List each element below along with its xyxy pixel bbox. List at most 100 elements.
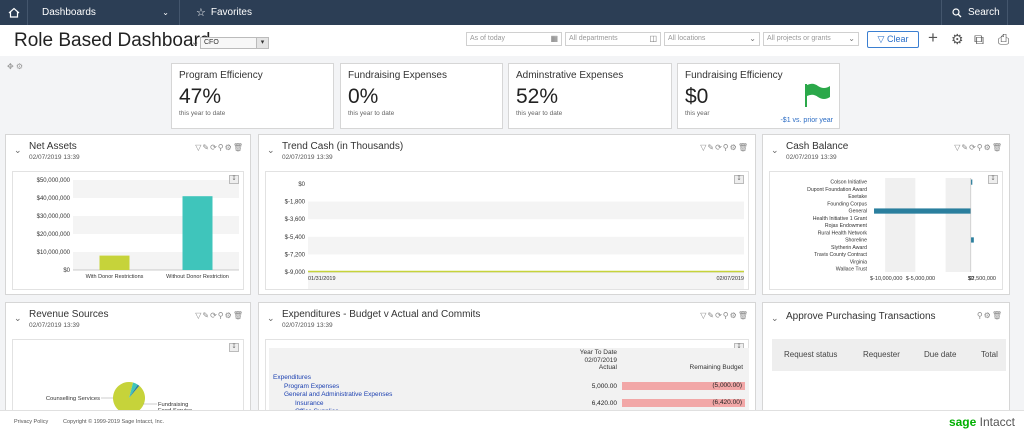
header-line: Year To Date bbox=[579, 349, 617, 356]
dashboards-menu[interactable]: Dashboards ⌄ bbox=[28, 0, 180, 25]
panel-date: 02/07/2019 13:39 bbox=[29, 322, 80, 329]
star-icon: ☆ bbox=[196, 7, 206, 19]
category-label: General bbox=[849, 209, 867, 215]
kpi-title: Program Efficiency bbox=[179, 70, 263, 81]
trend-cash-chart: $0 $-1,800 $-3,600 $-5,400 $-7,200 $-9,00001/… bbox=[285, 182, 744, 290]
home-button[interactable] bbox=[0, 0, 28, 25]
y-tick-label: $0 bbox=[298, 182, 305, 188]
sage-intacct-logo: sage Intacct bbox=[949, 415, 1015, 429]
y-tick-label: $30,000,000 bbox=[37, 214, 71, 220]
move-layout-icon[interactable]: ✥ ⚙ bbox=[7, 62, 24, 71]
kpi-fundraising-expenses[interactable]: Fundraising Expenses 0% this year to dat… bbox=[340, 63, 503, 129]
grid-band bbox=[308, 236, 744, 255]
top-nav-bar: Dashboards ⌄ ☆ Favorites Search bbox=[0, 0, 1024, 25]
chart-area: ↧ Colson Initiative Dupont Foundation Awa… bbox=[769, 171, 1003, 290]
export-icon[interactable]: ↧ bbox=[988, 175, 998, 184]
panel-tools[interactable]: ▽✎⟳⚲⚙🗑 bbox=[700, 143, 749, 152]
dashboard-header: Role Based Dashboard ⌄ CFO ▾ As of today… bbox=[0, 25, 1024, 56]
collapse-chevron-icon[interactable]: ⌄ bbox=[14, 313, 22, 323]
y-tick-label: $10,000,000 bbox=[37, 250, 71, 256]
clear-filters-button[interactable]: ▽ Clear bbox=[867, 31, 919, 48]
title-menu-icon[interactable]: ⌄ bbox=[191, 37, 200, 48]
kpi-value: 0% bbox=[348, 85, 379, 108]
y-tick-label: $40,000,000 bbox=[37, 196, 71, 202]
column-header[interactable]: Due date bbox=[924, 350, 957, 359]
report-row-label[interactable]: Program Expenses bbox=[284, 382, 340, 390]
category-label: Dupont Foundation Award bbox=[807, 187, 867, 193]
x-tick-label: 02/07/2019 bbox=[716, 276, 744, 282]
panel-tools[interactable]: ⚲⚙🗑 bbox=[976, 311, 1003, 320]
locations-placeholder: All locations bbox=[668, 35, 706, 42]
collapse-chevron-icon[interactable]: ⌄ bbox=[14, 145, 22, 155]
grid-band bbox=[73, 180, 239, 198]
panel-title: Net Assets bbox=[29, 141, 77, 152]
kpi-value: 52% bbox=[516, 85, 559, 108]
page-title: Role Based Dashboard bbox=[14, 30, 211, 51]
locations-filter[interactable]: All locations ⌄ bbox=[664, 32, 760, 46]
collapse-chevron-icon[interactable]: ⌄ bbox=[771, 145, 779, 155]
logo-sage: sage bbox=[948, 415, 977, 429]
projects-filter[interactable]: All projects or grants ⌄ bbox=[763, 32, 859, 46]
panel-approve-purchasing: ⌄ Approve Purchasing Transactions ⚲⚙🗑 Re… bbox=[762, 302, 1010, 417]
x-tick-label: $-5,000,000 bbox=[906, 276, 935, 282]
chart-area: ↧ $0 $-1,800 $-3,600 $-5,400 $-7,200 $-9,000 0… bbox=[265, 171, 749, 290]
favorites-menu[interactable]: ☆ Favorites bbox=[180, 0, 942, 25]
kpi-subtitle: this year to date bbox=[348, 110, 395, 117]
grid-band bbox=[73, 216, 239, 234]
print-icon[interactable]: ⎙ bbox=[998, 31, 1010, 47]
panel-date: 02/07/2019 13:39 bbox=[29, 154, 80, 161]
y-tick-label: $-7,200 bbox=[285, 252, 306, 258]
grid-band bbox=[308, 201, 744, 220]
footer: Privacy Policy Copyright © 1999-2019 Sag… bbox=[0, 410, 1024, 431]
panel-tools[interactable]: ▽✎⟳⚲⚙🗑 bbox=[954, 143, 1003, 152]
export-icon[interactable]: ↧ bbox=[734, 175, 744, 184]
as-of-date-filter[interactable]: As of today ▦ bbox=[466, 32, 562, 46]
column-header[interactable]: Requester bbox=[863, 350, 900, 359]
calendar-icon: ▦ bbox=[550, 34, 558, 43]
panel-trend-cash: ⌄ Trend Cash (in Thousands) 02/07/2019 1… bbox=[258, 134, 756, 295]
kpi-administrative-expenses[interactable]: Adminstrative Expenses 52% this year to … bbox=[508, 63, 672, 129]
search-label: Search bbox=[968, 7, 1000, 18]
panel-tools[interactable]: ▽✎⟳⚲⚙🗑 bbox=[195, 143, 244, 152]
report-row-label[interactable]: General and Administrative Expenses bbox=[284, 391, 393, 398]
y-tick-label: $50,000,000 bbox=[37, 178, 71, 184]
report-actual-value: 5,000.00 bbox=[591, 382, 617, 390]
chart-area: ↧ Counselling ServicesFundraisingFood Se… bbox=[12, 339, 244, 414]
kpi-subtitle: this year to date bbox=[516, 110, 563, 117]
export-icon[interactable]: ↧ bbox=[229, 175, 239, 184]
chart-area: ↧ $50,000,000 $40,000,000 $30,000,000 $20,0… bbox=[12, 171, 244, 290]
panel-revenue-sources: ⌄ Revenue Sources 02/07/2019 13:39 ▽✎⟳⚲⚙… bbox=[5, 302, 251, 417]
category-label: Rural Health Network bbox=[818, 230, 868, 236]
report-row-label[interactable]: Insurance bbox=[295, 399, 324, 407]
kpi-program-efficiency[interactable]: Program Efficiency 47% this year to date bbox=[171, 63, 334, 129]
column-header[interactable]: Request status bbox=[784, 350, 838, 359]
collapse-chevron-icon[interactable]: ⌄ bbox=[267, 145, 275, 155]
panel-tools[interactable]: ▽✎⟳⚲⚙🗑 bbox=[700, 311, 749, 320]
category-label: Shoreline bbox=[845, 238, 867, 244]
panel-tools[interactable]: ▽✎⟳⚲⚙🗑 bbox=[195, 311, 244, 320]
add-icon[interactable]: + bbox=[928, 28, 938, 47]
export-icon[interactable]: ↧ bbox=[229, 343, 239, 352]
category-label: Travis County Contract bbox=[814, 252, 867, 258]
role-select[interactable]: CFO ▾ bbox=[200, 37, 269, 49]
report-area: ↧ Year To Date 02/07/2019 Actual Remaini… bbox=[265, 339, 749, 415]
x-tick-label: With Donor Restrictions bbox=[86, 274, 144, 280]
copy-icon[interactable]: ⧉ bbox=[974, 31, 984, 47]
bar bbox=[970, 179, 973, 185]
category-label: Virginia bbox=[850, 259, 867, 265]
column-header[interactable]: Total bbox=[981, 350, 998, 359]
gear-icon[interactable]: ⚙ bbox=[951, 31, 964, 47]
panel-cash-balance: ⌄ Cash Balance 02/07/2019 13:39 ▽✎⟳⚲⚙🗑 ↧… bbox=[762, 134, 1010, 295]
slice-label: Fundraising bbox=[158, 402, 188, 408]
collapse-chevron-icon[interactable]: ⌄ bbox=[267, 313, 275, 323]
privacy-policy-link[interactable]: Privacy Policy bbox=[14, 419, 49, 425]
report-actual-value: 6,420.00 bbox=[591, 399, 617, 407]
search-button[interactable]: Search bbox=[942, 0, 1008, 25]
departments-filter[interactable]: All departments ◫ bbox=[565, 32, 661, 46]
grid-band bbox=[945, 178, 971, 272]
bar bbox=[182, 196, 213, 270]
panel-date: 02/07/2019 13:39 bbox=[786, 154, 837, 161]
report-row-label[interactable]: Expenditures bbox=[273, 374, 311, 381]
collapse-chevron-icon[interactable]: ⌄ bbox=[771, 313, 779, 323]
kpi-fundraising-efficiency[interactable]: Fundraising Efficiency $0 this year -$1 … bbox=[677, 63, 840, 129]
